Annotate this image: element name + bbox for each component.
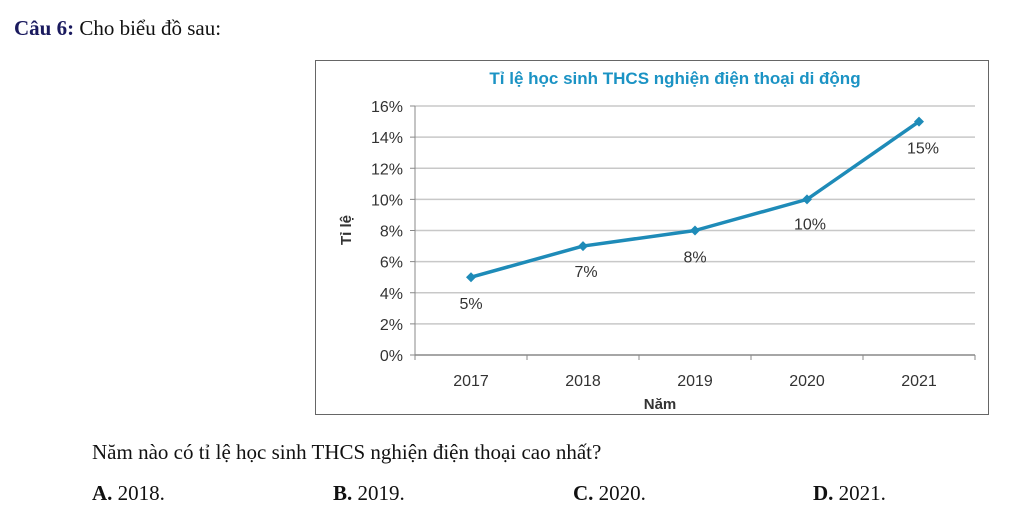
data-point bbox=[802, 194, 812, 205]
option-key: C. bbox=[573, 481, 594, 505]
y-tick-label: 4% bbox=[380, 286, 403, 303]
option-text: 2021. bbox=[838, 481, 886, 505]
option-a[interactable]: A. 2018. bbox=[92, 481, 165, 506]
data-point bbox=[914, 116, 924, 127]
option-key: B. bbox=[333, 481, 353, 505]
data-label: 8% bbox=[683, 250, 706, 267]
option-key: A. bbox=[92, 481, 113, 505]
y-tick-label: 8% bbox=[380, 224, 403, 241]
x-tick-label: 2021 bbox=[901, 373, 937, 390]
y-tick-label: 14% bbox=[371, 130, 403, 147]
x-tick-label: 2019 bbox=[677, 373, 713, 390]
data-label: 7% bbox=[574, 264, 597, 281]
option-d[interactable]: D. 2021. bbox=[813, 481, 886, 506]
option-c[interactable]: C. 2020. bbox=[573, 481, 646, 506]
x-axis-label: Năm bbox=[644, 396, 677, 413]
option-text: 2018. bbox=[117, 481, 165, 505]
data-point bbox=[578, 241, 588, 252]
question-intro: Cho biểu đồ sau: bbox=[79, 16, 222, 40]
chart-title: Tỉ lệ học sinh THCS nghiện điện thoại di… bbox=[489, 69, 860, 88]
option-key: D. bbox=[813, 481, 834, 505]
data-point bbox=[466, 272, 476, 283]
x-tick-label: 2020 bbox=[789, 373, 825, 390]
y-tick-label: 10% bbox=[371, 192, 403, 209]
y-tick-label: 6% bbox=[380, 255, 403, 272]
data-label: 5% bbox=[459, 296, 482, 313]
y-tick-label: 12% bbox=[371, 161, 403, 178]
option-text: 2019. bbox=[357, 481, 405, 505]
y-tick-label: 2% bbox=[380, 317, 403, 334]
x-tick-label: 2018 bbox=[565, 373, 601, 390]
option-b[interactable]: B. 2019. bbox=[333, 481, 405, 506]
y-tick-label: 16% bbox=[371, 99, 403, 116]
data-label: 15% bbox=[907, 141, 939, 158]
x-tick-label: 2017 bbox=[453, 373, 489, 390]
data-point bbox=[690, 225, 700, 236]
question-label: Câu 6: bbox=[14, 16, 75, 40]
question-text: Năm nào có tỉ lệ học sinh THCS nghiện đi… bbox=[92, 440, 602, 464]
question-header: Câu 6: Cho biểu đồ sau: bbox=[14, 16, 221, 41]
y-tick-label: 0% bbox=[380, 348, 403, 365]
y-axis-label: Tỉ lệ bbox=[338, 215, 355, 245]
option-text: 2020. bbox=[598, 481, 646, 505]
data-label: 10% bbox=[794, 216, 826, 233]
chart-frame bbox=[315, 60, 989, 415]
